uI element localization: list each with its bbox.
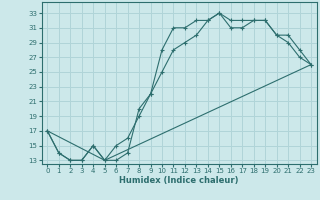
X-axis label: Humidex (Indice chaleur): Humidex (Indice chaleur) (119, 176, 239, 185)
